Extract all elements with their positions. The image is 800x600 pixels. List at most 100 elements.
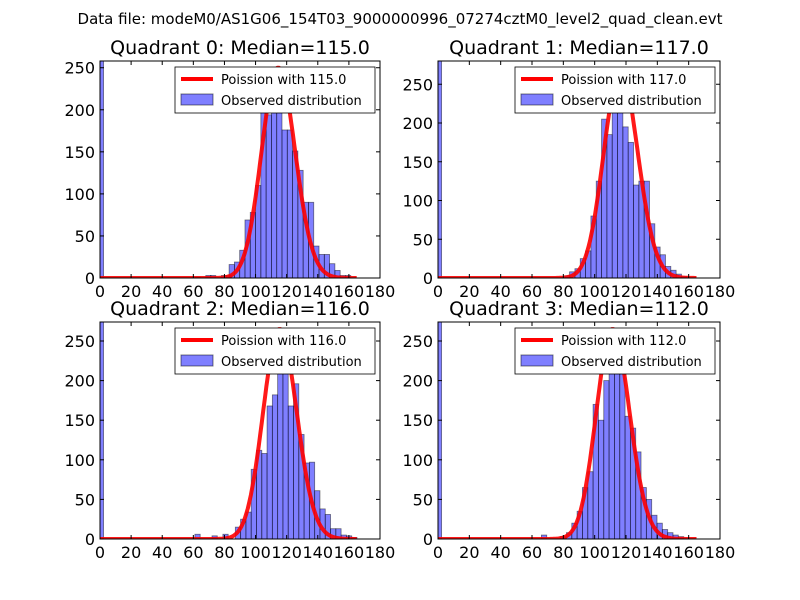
x-tick-label: 20 [121, 543, 141, 562]
x-tick-label: 80 [553, 543, 573, 562]
histogram-bar [265, 114, 272, 278]
y-tick-label: 0 [85, 269, 95, 288]
histogram-bar [598, 419, 605, 539]
histogram-bar [438, 61, 443, 278]
legend-label-observed: Observed distribution [221, 355, 362, 370]
legend-label-poisson: Poission with 112.0 [561, 334, 686, 349]
x-tick-label: 60 [183, 282, 203, 301]
y-tick-label: 0 [85, 530, 95, 549]
x-tick-label: 100 [240, 282, 271, 301]
x-tick-label: 120 [611, 282, 642, 301]
legend: Poission with 117.0 Observed distribution [514, 66, 716, 114]
y-tick-label: 150 [402, 411, 433, 430]
legend: Poission with 116.0 Observed distribution [174, 327, 376, 375]
x-tick-label: 20 [121, 282, 141, 301]
axes-frame [437, 321, 721, 540]
histogram-bar [100, 61, 104, 278]
y-tick-label: 150 [64, 411, 95, 430]
axes-frame [437, 60, 721, 279]
histogram-bar [324, 514, 331, 539]
x-tick-label: 140 [303, 543, 334, 562]
y-tick-label: 250 [402, 332, 433, 351]
legend-label-poisson: Poission with 117.0 [561, 73, 686, 88]
figure-title: Data file: modeM0/AS1G06_154T03_90000009… [78, 10, 723, 29]
histogram-bar [286, 129, 293, 278]
legend: Poission with 115.0 Observed distribution [174, 66, 376, 114]
legend-bar-swatch [180, 93, 214, 106]
histogram-bar [624, 415, 631, 539]
legend-label-observed: Observed distribution [561, 94, 702, 109]
x-tick-label: 140 [642, 543, 673, 562]
histogram-bar [100, 322, 104, 539]
histogram-bar [633, 184, 640, 278]
plot-area [100, 61, 358, 278]
poisson-curve [100, 65, 358, 278]
legend-bar-swatch [520, 93, 554, 106]
subplot-quadrant-2: 0 20 40 60 80 100 120 140 160 180050100150200250Q… [64, 298, 395, 562]
histogram-bar [611, 108, 618, 278]
histogram-bar [606, 134, 613, 278]
y-tick-label: 50 [413, 490, 433, 509]
legend-label-observed: Observed distribution [561, 355, 702, 370]
x-tick-label: 120 [271, 543, 302, 562]
histogram-bar [603, 380, 610, 539]
plot-area [438, 61, 697, 278]
y-tick-label: 0 [423, 269, 433, 288]
legend-label-poisson: Poission with 115.0 [221, 73, 346, 88]
y-tick-label: 50 [413, 230, 433, 249]
y-tick-label: 200 [402, 114, 433, 133]
x-tick-label: 160 [673, 543, 704, 562]
histogram-bar [287, 405, 294, 539]
subplot-quadrant-3: 0 20 40 60 80 100 120 140 160 180050100150200250Q… [402, 298, 735, 562]
x-tick-label: 180 [705, 282, 736, 301]
x-tick-label: 40 [152, 543, 172, 562]
x-tick-label: 80 [214, 282, 234, 301]
histogram-bar [261, 453, 268, 539]
x-tick-label: 60 [522, 543, 542, 562]
legend-bar-swatch [520, 354, 554, 367]
y-tick-label: 100 [64, 451, 95, 470]
poisson-curve [438, 68, 697, 278]
y-tick-label: 0 [423, 530, 433, 549]
histogram-bar [334, 270, 341, 278]
histogram-bar [271, 394, 279, 539]
x-tick-label: 60 [183, 543, 203, 562]
y-tick-label: 200 [64, 101, 95, 120]
legend-bar-swatch [180, 354, 214, 367]
x-tick-label: 140 [303, 282, 334, 301]
x-tick-label: 20 [459, 282, 479, 301]
histogram-bar [335, 528, 342, 539]
histogram-bar [614, 372, 621, 539]
x-tick-label: 20 [459, 543, 479, 562]
subplot-quadrant-0: 0 20 40 60 80 100 120 140 160 180050100150200250Q… [64, 37, 395, 301]
x-tick-label: 140 [642, 282, 673, 301]
histogram-bar [438, 322, 443, 539]
x-tick-label: 160 [334, 543, 365, 562]
subplot-quadrant-1: 0 20 40 60 80 100 120 140 160 180050100150200250Q… [402, 37, 735, 301]
y-tick-label: 100 [402, 451, 433, 470]
histogram-bar [266, 405, 273, 539]
y-tick-label: 200 [402, 372, 433, 391]
legend-label-observed: Observed distribution [221, 94, 362, 109]
y-tick-label: 200 [64, 372, 95, 391]
poisson-curve [438, 327, 697, 539]
y-tick-label: 50 [75, 490, 95, 509]
x-tick-label: 160 [673, 282, 704, 301]
x-tick-label: 40 [490, 543, 510, 562]
histogram-bar [271, 107, 278, 278]
x-tick-label: 40 [490, 282, 510, 301]
x-tick-label: 60 [522, 282, 542, 301]
histogram-bar [608, 356, 615, 539]
y-tick-label: 150 [402, 153, 433, 172]
subplot-title: Quadrant 1: Median=117.0 [449, 37, 709, 59]
histogram-bar [622, 126, 629, 278]
x-tick-label: 80 [553, 282, 573, 301]
histogram-bar [277, 365, 284, 539]
axes-frame [99, 60, 381, 279]
x-tick-label: 40 [152, 282, 172, 301]
legend-label-poisson: Poission with 116.0 [221, 334, 346, 349]
x-tick-label: 80 [214, 543, 234, 562]
x-tick-label: 120 [271, 282, 302, 301]
subplot-title: Quadrant 0: Median=115.0 [110, 37, 370, 59]
